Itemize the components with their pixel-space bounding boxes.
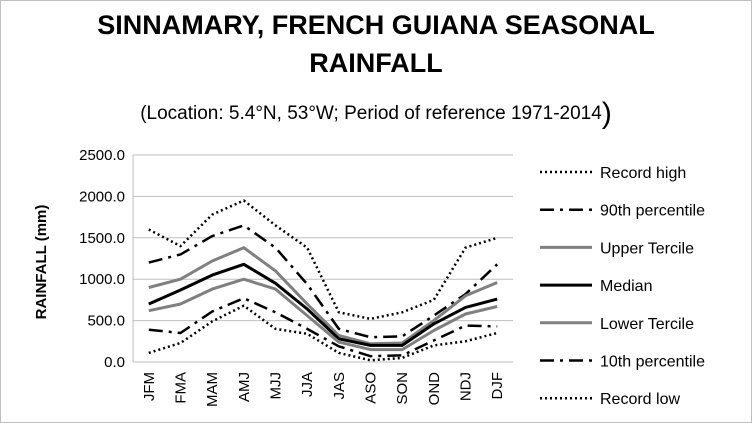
series-line-10th-percentile [148, 296, 498, 358]
y-tick-labels: 2500.0 2000.0 1500.0 1000.0 500.0 0.0 [79, 147, 125, 371]
legend-label: Lower Tercile [600, 316, 694, 333]
series-lines [148, 199, 499, 362]
series-line-upper-tercile [148, 246, 498, 346]
x-tick-label: SON [394, 372, 411, 405]
x-tick-label: AMJ [236, 372, 253, 402]
x-tick-label: FMA [173, 372, 190, 404]
chart-subtitle: (Location: 5.4°N, 53°W; Period of refere… [0, 97, 752, 131]
series-line-record-low [148, 304, 498, 362]
series-line-median [148, 262, 498, 347]
chart-title-line-2: RAINFALL [309, 48, 443, 78]
y-tick-label: 2000.0 [79, 188, 125, 205]
x-tick-label: DJF [489, 372, 506, 400]
x-tick-label: OND [426, 372, 443, 406]
y-tick-label: 0.0 [104, 354, 125, 371]
legend-label: Record high [600, 165, 686, 182]
x-tick-label: MAM [204, 372, 221, 407]
chart-title-line-1: SINNAMARY, FRENCH GUIANA SEASONAL [97, 10, 655, 40]
legend-label: Record low [600, 391, 680, 408]
legend-label: 10th percentile [600, 354, 705, 371]
x-tick-labels: JFM FMA MAM AMJ MJJ JJA JAS ASO SON OND NDJ DJF [141, 372, 506, 407]
y-tick-label: 1000.0 [79, 271, 125, 288]
legend-label: Median [600, 278, 652, 295]
x-tick-label: MJJ [268, 372, 285, 400]
y-tick-label: 1500.0 [79, 230, 125, 247]
series-line-90th-percentile [148, 224, 499, 339]
y-axis-label: RAINFALL (mm) [33, 205, 50, 320]
x-tick-label: ASO [363, 372, 380, 404]
y-tick-label: 2500.0 [79, 147, 125, 164]
grid-lines [132, 154, 513, 363]
series-line-record-high [148, 199, 498, 321]
series-line-lower-tercile [148, 277, 498, 352]
x-tick-label: JAS [331, 372, 348, 400]
x-tick-label: JJA [299, 372, 316, 397]
subtitle-closing-paren: ) [601, 97, 612, 130]
subtitle-text: (Location: 5.4°N, 53°W; Period of refere… [140, 103, 602, 124]
x-tick-label: NDJ [458, 372, 475, 401]
legend-label: 90th percentile [600, 203, 705, 220]
y-tick-label: 500.0 [87, 313, 125, 330]
x-tick-label: JFM [141, 372, 158, 401]
legend: Record high 90th percentile Upper Tercile M… [540, 165, 705, 408]
legend-label: Upper Tercile [600, 240, 694, 257]
